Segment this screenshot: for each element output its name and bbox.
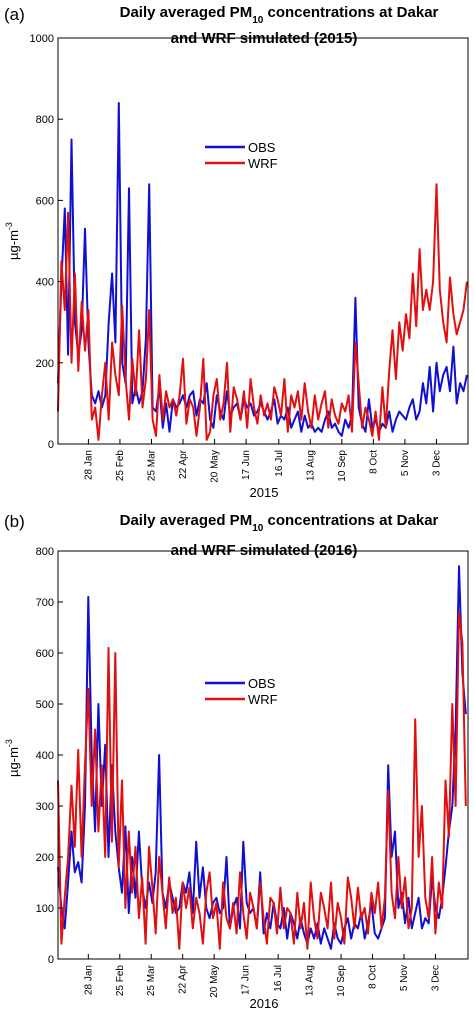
panel-b-title-line1: Daily averaged PM10 concentrations at Da… [120,512,439,534]
panel-a-ytick-label: 0 [48,439,54,451]
panel-a-xtick-label: 22 Apr [178,449,189,479]
panel-a-ytick-label: 600 [36,195,54,207]
panel-b-legend-wrf-label: WRF [248,692,278,707]
panel-b-ytick-label: 500 [36,699,54,711]
panel-b-ytick-label: 0 [48,954,54,966]
panel-a-xtick-label: 10 Sep [337,450,348,482]
panel-a-title-line1: Daily averaged PM10 concentrations at Da… [120,4,439,26]
panel-a-series-wrf-line [57,183,468,441]
panel-a-xtick-label: 28 Jan [83,450,94,480]
panel-b-ytick-label: 400 [36,750,54,762]
panel-a-label: (a) [4,5,25,24]
panel-b-xtick-label: 17 Jun [241,965,252,995]
panel-a-ytick-label: 200 [36,358,54,370]
panel-a-ytick-label: 800 [36,114,54,126]
panel-a-ytick-label: 400 [36,277,54,289]
panel-a-ylabel: µg-m-3 [4,222,21,260]
panel-b-ytick-label: 600 [36,648,54,660]
panel-a-xtick-label: 17 Jun [241,450,252,480]
panel-a-legend-obs-label: OBS [248,140,276,155]
panel-b-xtick-label: 10 Sep [336,965,347,997]
panel-a-plot-frame [57,37,469,445]
panel-a-xtick-label: 25 Mar [147,449,158,481]
panel-b-xtick-label: 8 Oct [368,965,379,989]
panel-b-xtick-label: 25 Feb [115,965,126,997]
panel-a-ytick-label: 1000 [30,33,54,45]
panel-b-label: (b) [4,512,25,531]
panel-b-plot: 0 100 200 300 400 500 600 700 800 28 Jan 25 Feb 25 … [36,546,469,998]
panel-b-ytick-label: 200 [36,852,54,864]
panel-b-xtick-label: 22 Apr [178,964,189,994]
panel-b-ytick-label: 800 [36,546,54,558]
panel-b-xtick-label: 25 Mar [146,964,157,996]
panel-b-xtick-label: 13 Aug [305,965,316,996]
panel-b-xlabel: 2016 [250,996,279,1011]
panel-b-ytick-label: 300 [36,801,54,813]
panel-a-xtick-label: 25 Feb [115,450,126,482]
panel-b-xtick-label: 28 Jan [83,965,94,995]
panel-b-xtick-label: 16 Jul [273,965,284,992]
panel-b-xtick-label: 3 Dec [430,965,441,991]
panel-b-ylabel: µg-m-3 [4,739,21,777]
panel-a-xtick-label: 20 May [210,450,221,483]
panel-a-xtick-label: 16 Jul [274,450,285,477]
panel-a-plot: 0 200 400 600 800 1000 28 Jan 25 Feb 25 Mar 22 Ap… [30,33,469,483]
panel-b-ytick-label: 700 [36,597,54,609]
panel-a-xlabel: 2015 [250,485,279,500]
panel-b-legend-obs-label: OBS [248,676,276,691]
panel-b: (b) Daily averaged PM10 concentrations a… [4,512,469,1011]
panel-b-xtick-label: 5 Nov [399,965,410,991]
panel-b-ytick-label: 100 [36,903,54,915]
panel-a-xtick-label: 13 Aug [305,450,316,481]
panel-a-xtick-label: 3 Dec [432,450,443,476]
panel-b-xtick-label: 20 May [209,965,220,998]
panel-a: (a) Daily averaged PM10 concentrations a… [4,4,469,500]
panel-a-legend-wrf-label: WRF [248,156,278,171]
panel-b-series-wrf-line [57,611,467,950]
panel-a-xtick-label: 8 Oct [368,450,379,474]
panel-a-xtick-label: 5 Nov [400,450,411,476]
